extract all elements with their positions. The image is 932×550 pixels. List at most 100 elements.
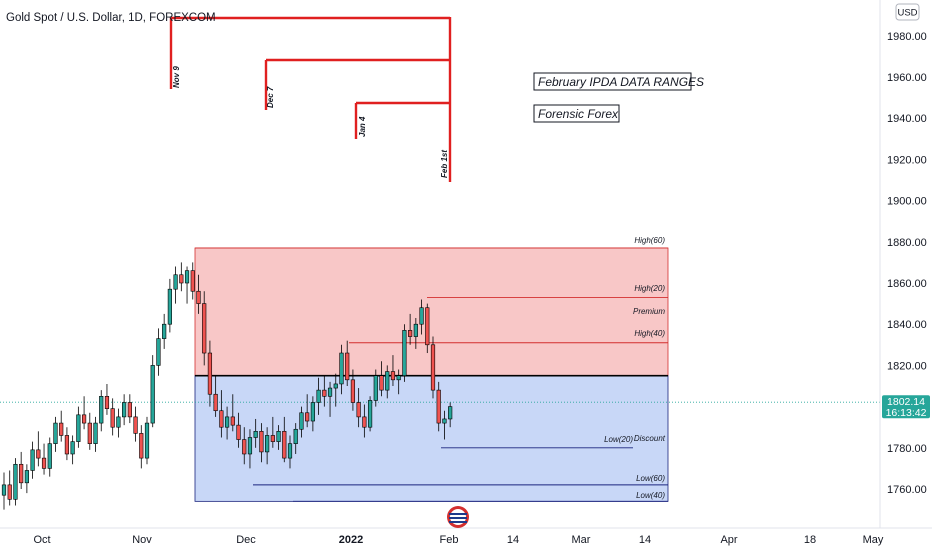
- candle: [13, 458, 18, 506]
- candle: [202, 291, 207, 366]
- candle-body: [207, 352, 213, 395]
- candle-body: [253, 431, 258, 438]
- x-tick-label: Mar: [572, 534, 591, 546]
- candle-body: [448, 406, 453, 420]
- currency-badge-box[interactable]: [895, 3, 920, 21]
- candle-body: [327, 387, 333, 397]
- candle: [305, 394, 310, 428]
- x-tick-label: Apr: [720, 534, 737, 546]
- candle: [150, 355, 155, 428]
- candle: [373, 369, 378, 407]
- candle: [299, 406, 304, 438]
- candle: [184, 266, 190, 304]
- candle: [259, 423, 264, 463]
- candle-body: [156, 338, 161, 366]
- currency-badge[interactable]: USD: [897, 8, 917, 19]
- candle: [104, 383, 110, 415]
- candle: [179, 262, 184, 292]
- price-axis[interactable]: 1760.001780.001800.001820.001840.001860.…: [887, 31, 927, 496]
- candle: [436, 381, 441, 432]
- candle-body: [385, 371, 390, 391]
- candle-body: [59, 422, 64, 436]
- candle: [93, 416, 98, 452]
- candle-body: [173, 274, 178, 290]
- candle: [425, 303, 430, 354]
- lookback-nov-9-label: Nov 9: [172, 66, 181, 88]
- candle: [333, 373, 338, 407]
- candle-body: [442, 418, 447, 424]
- candle-body: [150, 365, 155, 424]
- y-tick-label: 1820.00: [887, 360, 927, 372]
- candle: [139, 425, 144, 469]
- y-tick-label: 1880.00: [887, 237, 927, 249]
- candle-body: [322, 389, 327, 397]
- candle-body: [76, 414, 81, 442]
- candle: [253, 418, 258, 448]
- candle-body: [64, 435, 70, 455]
- candle: [64, 427, 70, 461]
- time-axis[interactable]: Oct Nov Dec 2022 Feb 14 Mar 14 Apr 18 May: [33, 534, 883, 546]
- candle-body: [213, 393, 218, 412]
- candle-body: [276, 431, 281, 442]
- candle: [350, 369, 356, 411]
- candle: [322, 375, 327, 407]
- candle-body: [356, 402, 361, 418]
- candle: [430, 336, 436, 399]
- candle-body: [1, 484, 7, 496]
- candle-body: [36, 449, 41, 459]
- candle: [133, 406, 138, 442]
- candle: [419, 299, 424, 335]
- y-tick-label: 1780.00: [887, 443, 927, 455]
- lookback-brackets: Nov 9 Dec 7 Jan 4 Feb 1st: [169, 16, 452, 182]
- candle: [339, 344, 344, 395]
- candle-body: [367, 400, 373, 428]
- candle: [207, 340, 213, 407]
- candle: [213, 375, 218, 417]
- candle: [196, 274, 201, 314]
- candle-body: [179, 274, 184, 284]
- broker-logo-icon: [447, 506, 469, 528]
- candle-body: [247, 437, 253, 455]
- candle: [270, 416, 275, 448]
- level-high-60-label: High(60): [634, 236, 665, 245]
- candle-body: [259, 431, 264, 453]
- candle-body: [184, 270, 190, 284]
- candle-body: [93, 422, 98, 444]
- candle-body: [110, 408, 115, 428]
- candle-body: [7, 484, 12, 500]
- candle: [53, 416, 58, 452]
- candle: [385, 365, 390, 399]
- candle: [224, 406, 230, 440]
- candle-body: [408, 330, 413, 337]
- candle-body: [41, 457, 47, 469]
- candle: [276, 425, 281, 450]
- last-price-tag: 1802.14 16:13:42: [882, 395, 930, 419]
- y-tick-label: 1760.00: [887, 484, 927, 496]
- candle: [76, 406, 81, 448]
- candle-body: [350, 379, 356, 403]
- level-lines: High(60) High(20) Premium High(40) Low(20) Di…: [195, 236, 668, 502]
- y-tick-label: 1840.00: [887, 319, 927, 331]
- candle-body: [333, 383, 338, 389]
- candle: [442, 410, 447, 440]
- x-tick-label: 14: [507, 534, 519, 546]
- candle-body: [270, 435, 275, 442]
- candle: [402, 324, 407, 382]
- candle-body: [236, 424, 241, 440]
- y-tick-label: 1980.00: [887, 31, 927, 43]
- candle-body: [413, 323, 418, 337]
- candle: [247, 429, 253, 469]
- candle: [110, 398, 115, 436]
- candle: [242, 427, 247, 465]
- candle-body: [345, 352, 350, 381]
- candle: [413, 318, 418, 349]
- lookback-feb-1st-label: Feb 1st: [440, 150, 449, 178]
- candle-body: [282, 431, 287, 459]
- x-tick-label: Feb: [440, 534, 459, 546]
- candle: [122, 394, 127, 426]
- candle-body: [139, 433, 144, 459]
- candle-body: [104, 395, 110, 409]
- candle-body: [196, 290, 201, 304]
- candle: [127, 394, 132, 424]
